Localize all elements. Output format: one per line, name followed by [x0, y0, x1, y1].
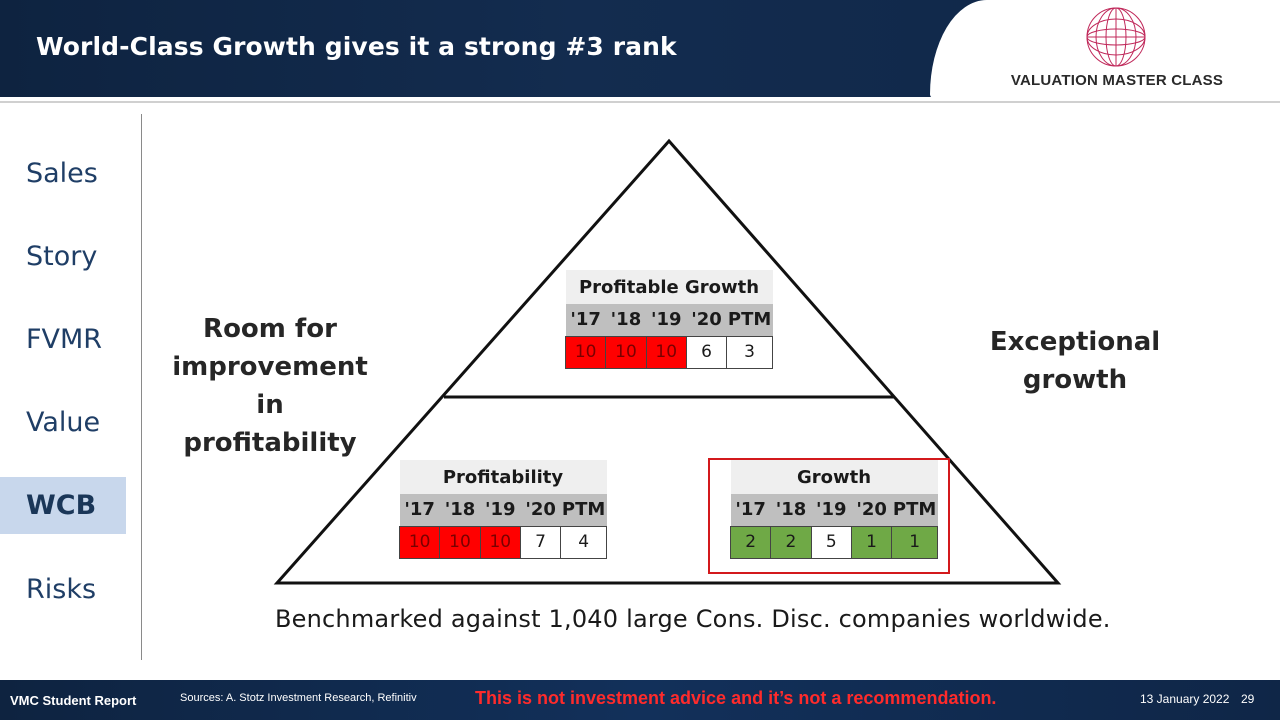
year-header: '18: [444, 499, 476, 521]
header-divider: [0, 101, 1280, 103]
year-header: '17: [570, 309, 601, 331]
rank-cell: 10: [398, 525, 441, 559]
year-header: '18: [775, 499, 807, 521]
year-header: '18: [610, 309, 642, 331]
rank-cell: 10: [479, 525, 521, 559]
pyramid-outline: [273, 138, 1062, 585]
profitable-growth-table: Profitable Growth '17 '18 '19 '20 PTM 10…: [564, 270, 773, 369]
report-label: VMC Student Report: [10, 693, 137, 708]
left-caption-line: Room for: [203, 314, 337, 344]
sidebar-item-sales[interactable]: Sales: [26, 158, 98, 189]
year-header: '19: [485, 499, 516, 521]
disclaimer-warning: This is not investment advice and it’s n…: [475, 688, 997, 708]
rank-cell: 6: [685, 335, 728, 369]
rank-cell: 1: [891, 525, 938, 559]
globe-icon: [1086, 7, 1146, 67]
rank-cell: 10: [605, 335, 647, 369]
rank-cell: 2: [729, 525, 772, 559]
year-header: '20: [525, 499, 556, 521]
logo-text: VALUATION MASTER CLASS: [1010, 72, 1224, 89]
right-caption-line: growth: [1022, 365, 1128, 395]
rank-cell: 7: [519, 525, 562, 559]
sidebar-item-wcb[interactable]: WCB: [0, 477, 126, 534]
page-number: 29: [1241, 692, 1255, 706]
rank-cell: 10: [439, 525, 481, 559]
rank-cell: 10: [564, 335, 607, 369]
profitability-table: Profitability '17 '18 '19 '20 PTM 10 10 …: [398, 460, 607, 559]
sidebar-item-story[interactable]: Story: [26, 241, 98, 272]
sidebar-item-fvmr[interactable]: FVMR: [26, 324, 103, 355]
logo-area: [930, 0, 1280, 102]
corner-accent-icon: [1250, 656, 1280, 680]
year-header: '17: [735, 499, 766, 521]
left-caption-line: improvement: [172, 352, 368, 382]
rank-cell: 4: [560, 525, 607, 559]
rank-cell: 1: [850, 525, 893, 559]
sidebar-divider: [141, 114, 142, 660]
year-header: '19: [650, 309, 682, 331]
rank-cell: 5: [810, 525, 852, 559]
table-title: Growth: [730, 460, 938, 494]
rank-cell: 10: [645, 335, 687, 369]
left-caption: Room for improvement in profitability: [170, 310, 370, 462]
year-header: '20: [691, 309, 722, 331]
rank-cell: 3: [726, 335, 773, 369]
year-header: '17: [404, 499, 435, 521]
page-title: World-Class Growth gives it a strong #3 …: [36, 32, 677, 61]
sidebar-item-risks[interactable]: Risks: [26, 574, 97, 605]
year-header: PTM: [892, 499, 937, 521]
benchmark-note: Benchmarked against 1,040 large Cons. Di…: [275, 605, 1111, 633]
footer-bar: VMC Student Report Sources: A. Stotz Inv…: [0, 680, 1280, 720]
table-title: Profitable Growth: [565, 270, 773, 304]
report-date: 13 January 2022: [1140, 692, 1230, 706]
year-header: PTM: [727, 309, 772, 331]
right-caption-line: Exceptional: [989, 327, 1161, 357]
growth-highlight-box: [708, 458, 950, 574]
sidebar-item-value[interactable]: Value: [26, 407, 101, 438]
table-title: Profitability: [399, 460, 607, 494]
growth-table: Growth '17 '18 '19 '20 PTM 2 2 5 1 1: [729, 460, 938, 559]
right-caption: Exceptional growth: [975, 323, 1175, 399]
left-caption-line: in profitability: [183, 390, 357, 458]
sources-note: Sources: A. Stotz Investment Research, R…: [180, 692, 417, 704]
year-header: PTM: [561, 499, 606, 521]
year-header: '20: [856, 499, 887, 521]
year-header: '19: [816, 499, 847, 521]
